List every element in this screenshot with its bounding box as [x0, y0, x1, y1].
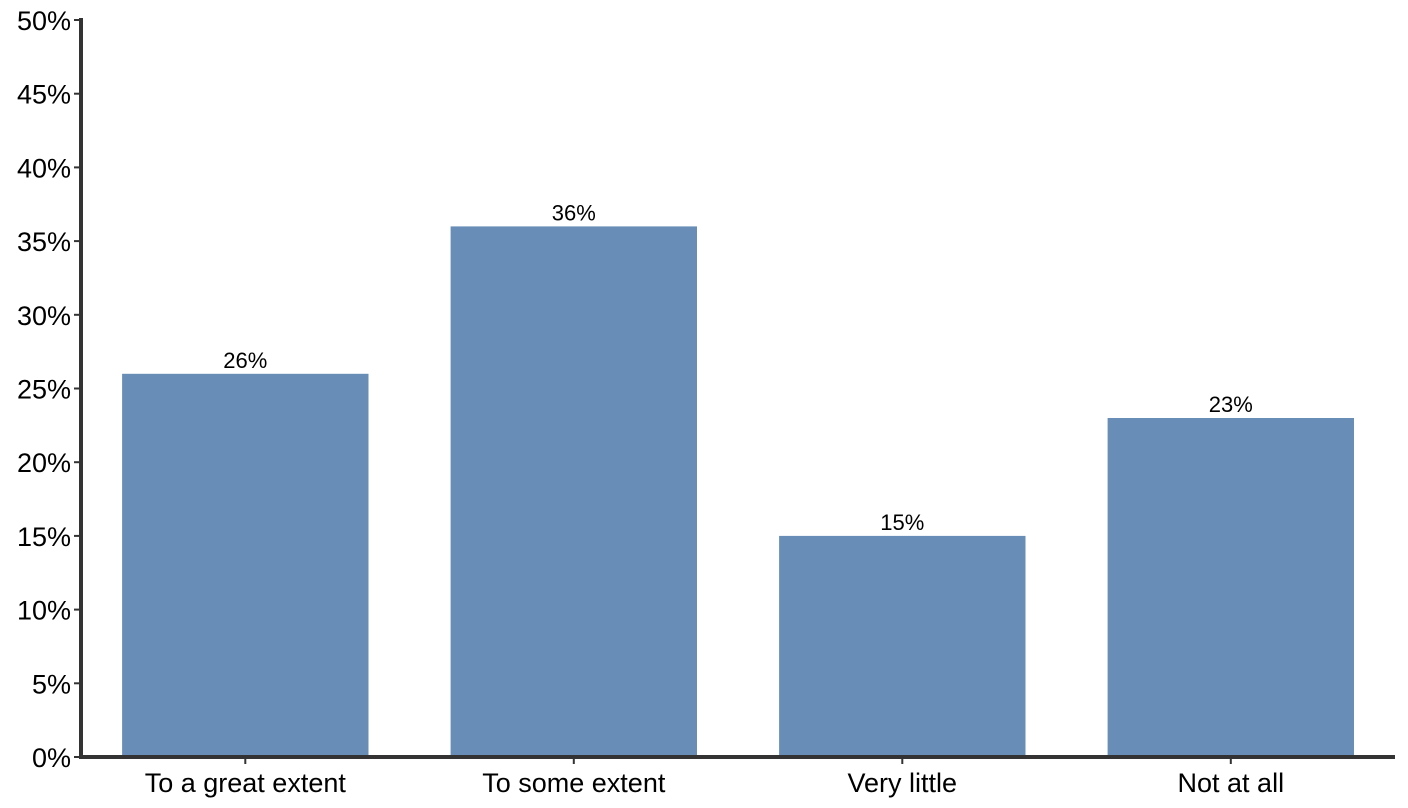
y-tick-label-10: 50%	[17, 6, 71, 36]
y-tick-label-8: 40%	[17, 153, 71, 183]
y-tick-label-5: 25%	[17, 375, 71, 405]
axes-layer: To a great extent To some extent Very litt…	[17, 6, 1395, 798]
data-label-2: 15%	[880, 510, 924, 535]
x-tick-label-0: To a great extent	[145, 768, 347, 798]
bar-2	[779, 535, 1026, 757]
y-tick-label-7: 35%	[17, 227, 71, 257]
bar-1	[450, 226, 697, 757]
bar-0	[122, 373, 369, 757]
data-label-1: 36%	[552, 200, 596, 225]
data-label-0: 26%	[223, 348, 267, 373]
x-tick-label-2: Very little	[848, 768, 958, 798]
y-tick-label-1: 5%	[32, 669, 71, 699]
y-tick-label-9: 45%	[17, 80, 71, 110]
y-tick-label-3: 15%	[17, 522, 71, 552]
y-tick-label-4: 20%	[17, 448, 71, 478]
x-tick-label-1: To some extent	[482, 768, 666, 798]
data-label-3: 23%	[1209, 392, 1253, 417]
bars-layer	[122, 226, 1354, 757]
y-tick-label-0: 0%	[32, 743, 71, 773]
bar-3	[1107, 418, 1354, 757]
data-labels-layer: 26% 36% 15% 23%	[223, 200, 1253, 535]
y-tick-label-2: 10%	[17, 596, 71, 626]
x-tick-label-3: Not at all	[1178, 768, 1285, 798]
y-tick-label-6: 30%	[17, 301, 71, 331]
